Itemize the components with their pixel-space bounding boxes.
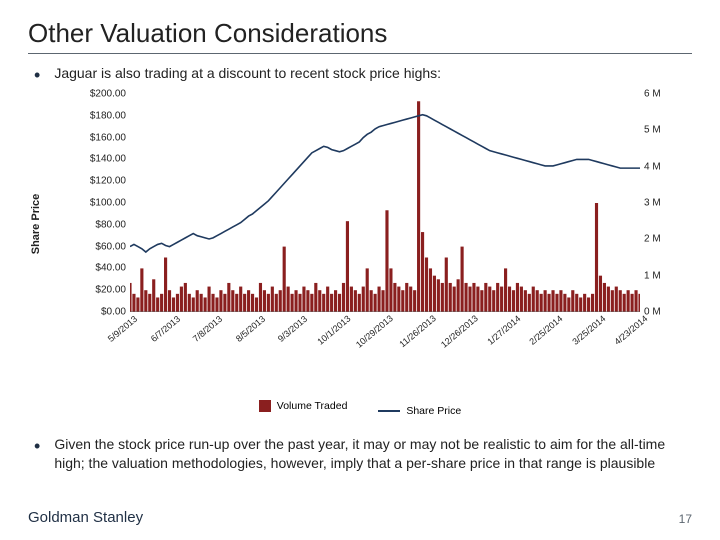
x-tick: 3/25/2014: [570, 313, 607, 346]
legend-volume-label: Volume Traded: [277, 400, 348, 412]
x-tick: 11/26/2013: [397, 313, 437, 349]
y-right-tick: 6 M: [644, 89, 661, 100]
x-tick: 7/8/2013: [191, 314, 224, 344]
x-tick: 9/3/2013: [276, 314, 309, 344]
y-right-tick: 2 M: [644, 234, 661, 245]
y-left-tick: $180.00: [90, 110, 126, 121]
bullet-1: • Jaguar is also trading at a discount t…: [34, 64, 692, 84]
y-right-tick: 0 M: [644, 307, 661, 318]
bullet-icon: •: [34, 66, 40, 84]
x-tick: 5/9/2013: [106, 314, 139, 344]
y-right-tick: 5 M: [644, 125, 661, 136]
bullet-icon: •: [34, 437, 40, 455]
x-tick: 1/27/2014: [485, 313, 522, 346]
y-left-tick: $160.00: [90, 132, 126, 143]
y-left-tick: $0.00: [101, 307, 126, 318]
bullet-2: • Given the stock price run-up over the …: [34, 435, 692, 473]
y-left-tick: $40.00: [95, 263, 126, 274]
legend-volume: Volume Traded: [259, 400, 348, 412]
bullet-1-text: Jaguar is also trading at a discount to …: [54, 64, 441, 83]
x-tick: 12/26/2013: [439, 313, 480, 350]
y-left-tick: $60.00: [95, 241, 126, 252]
y-left-tick: $20.00: [95, 285, 126, 296]
chart: Share Price Shares Traded (in Millions) …: [76, 94, 706, 354]
square-icon: [259, 400, 271, 412]
footer: Goldman Stanley 17: [28, 509, 692, 526]
line-icon: [378, 410, 400, 412]
x-tick: 4/23/2014: [612, 313, 649, 346]
y-right-tick: 3 M: [644, 198, 661, 209]
plot-area: $0.00$20.00$40.00$60.00$80.00$100.00$120…: [130, 94, 640, 312]
x-tick: 6/7/2013: [148, 314, 181, 344]
x-tick: 8/5/2013: [233, 314, 266, 344]
y-left-label: Share Price: [30, 194, 42, 255]
x-tick: 10/1/2013: [315, 313, 352, 346]
bullet-2-text: Given the stock price run-up over the pa…: [54, 435, 692, 473]
legend-price: Share Price: [378, 405, 461, 417]
y-left-tick: $120.00: [90, 176, 126, 187]
y-right-tick: 4 M: [644, 161, 661, 172]
y-left-tick: $140.00: [90, 154, 126, 165]
legend-price-label: Share Price: [406, 405, 461, 417]
legend: Volume Traded Share Price: [28, 400, 692, 417]
page-number: 17: [679, 512, 692, 526]
y-left-tick: $200.00: [90, 89, 126, 100]
y-left-tick: $80.00: [95, 219, 126, 230]
page-title: Other Valuation Considerations: [28, 18, 692, 49]
x-tick: 2/25/2014: [527, 313, 564, 346]
y-left-tick: $100.00: [90, 198, 126, 209]
slide: Other Valuation Considerations • Jaguar …: [0, 0, 720, 540]
title-rule: [28, 53, 692, 54]
brand: Goldman Stanley: [28, 509, 143, 526]
x-tick: 10/29/2013: [354, 313, 395, 350]
y-right-tick: 1 M: [644, 270, 661, 281]
